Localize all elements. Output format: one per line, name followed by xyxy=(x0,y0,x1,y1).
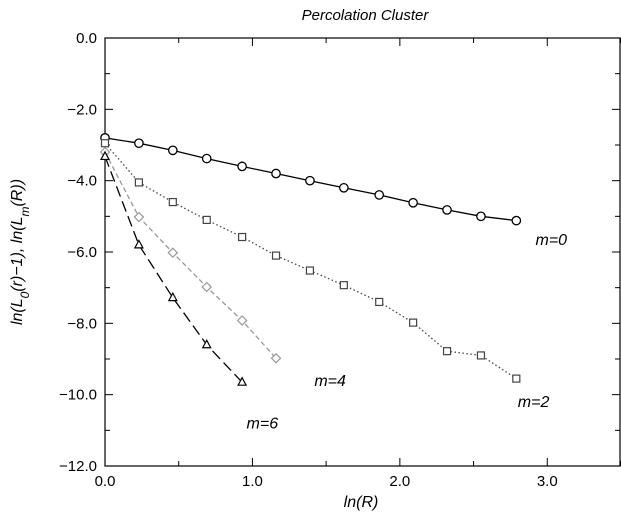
series-label: m=0 xyxy=(535,232,567,249)
data-point xyxy=(237,161,247,172)
data-point xyxy=(100,139,110,148)
data-point xyxy=(409,318,418,327)
y-tick-label: −6.0 xyxy=(67,244,97,261)
y-tick-label: −12.0 xyxy=(59,458,97,475)
y-tick-label: −8.0 xyxy=(67,315,97,332)
chart-title: Percolation Cluster xyxy=(302,7,430,24)
series-label: m=4 xyxy=(314,373,346,390)
data-point xyxy=(167,145,178,156)
x-tick-label: 0.0 xyxy=(95,473,116,490)
data-point xyxy=(476,211,486,222)
data-point xyxy=(202,215,211,224)
data-point xyxy=(512,374,521,383)
data-point xyxy=(442,205,452,215)
series-label: m=6 xyxy=(247,416,279,433)
data-point xyxy=(305,266,315,275)
data-point xyxy=(339,281,348,290)
x-tick-label: 2.0 xyxy=(389,473,410,490)
x-tick-label: 3.0 xyxy=(537,473,558,490)
y-tick-label: −10.0 xyxy=(59,387,97,404)
x-axis-title: ln(R) xyxy=(344,494,379,511)
y-tick-label: 0.0 xyxy=(76,30,97,47)
data-point xyxy=(237,376,248,386)
data-point xyxy=(271,168,281,179)
data-point xyxy=(305,175,315,186)
data-point xyxy=(270,352,282,364)
data-point xyxy=(133,211,145,223)
series-layer xyxy=(99,133,522,386)
axis-ticks: 0.0−2.0−4.0−6.0−8.0−10.0−12.00.0 1.0 2.0 3.… xyxy=(59,30,621,490)
data-point xyxy=(271,251,281,260)
data-point xyxy=(201,338,212,349)
data-point xyxy=(134,138,144,149)
data-point xyxy=(167,247,179,259)
series-m-0 xyxy=(100,133,522,226)
data-point xyxy=(374,190,385,200)
data-point xyxy=(100,150,110,161)
data-point xyxy=(511,215,522,226)
data-point xyxy=(408,197,418,208)
data-point xyxy=(201,153,212,164)
data-point xyxy=(167,291,178,302)
data-point xyxy=(476,351,486,360)
data-point xyxy=(201,281,213,293)
data-point xyxy=(168,197,177,207)
data-point xyxy=(133,239,144,249)
series-label: m=2 xyxy=(518,394,550,411)
data-point xyxy=(236,315,248,326)
series-labels: m=0 m=2 m=4 m=6 xyxy=(247,232,568,433)
y-axis-title: ln(L0(r)−1), ln(Lm(R)) xyxy=(9,179,32,325)
series-line xyxy=(104,151,277,359)
data-point xyxy=(442,347,452,356)
y-tick-label: −2.0 xyxy=(67,101,97,118)
series-m-2 xyxy=(100,139,521,383)
series-m-4 xyxy=(99,146,282,364)
data-point xyxy=(238,232,247,242)
series-line xyxy=(104,156,243,383)
data-point xyxy=(338,182,349,193)
y-tick-label: −4.0 xyxy=(67,173,97,190)
x-tick-label: 1.0 xyxy=(242,473,263,490)
data-point xyxy=(134,178,144,187)
series-m-6 xyxy=(100,150,248,386)
data-point xyxy=(375,297,384,307)
